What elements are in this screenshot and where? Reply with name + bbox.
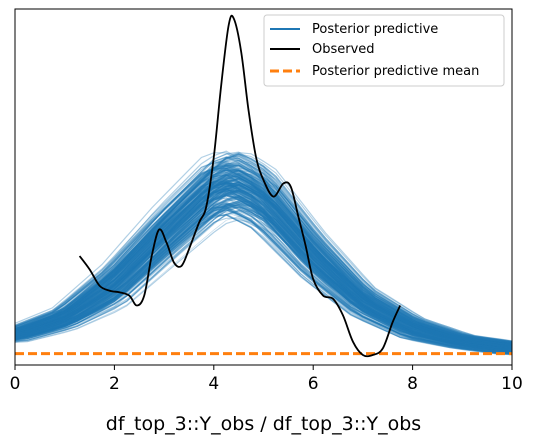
- x-tick-label: 8: [407, 374, 418, 394]
- x-axis-label: df_top_3::Y_obs / df_top_3::Y_obs: [106, 413, 421, 435]
- x-axis: 0 2 4 6 8 10: [10, 365, 523, 394]
- x-tick-label: 0: [10, 374, 21, 394]
- x-tick-label: 2: [109, 374, 120, 394]
- x-tick-label: 6: [308, 374, 319, 394]
- x-tick-label: 4: [208, 374, 219, 394]
- legend-label-posterior-predictive: Posterior predictive: [312, 22, 438, 37]
- x-tick-label: 10: [501, 374, 523, 394]
- legend-label-posterior-predictive-mean: Posterior predictive mean: [312, 64, 479, 79]
- legend-label-observed: Observed: [312, 42, 375, 57]
- legend: Posterior predictive Observed Posterior …: [264, 15, 504, 86]
